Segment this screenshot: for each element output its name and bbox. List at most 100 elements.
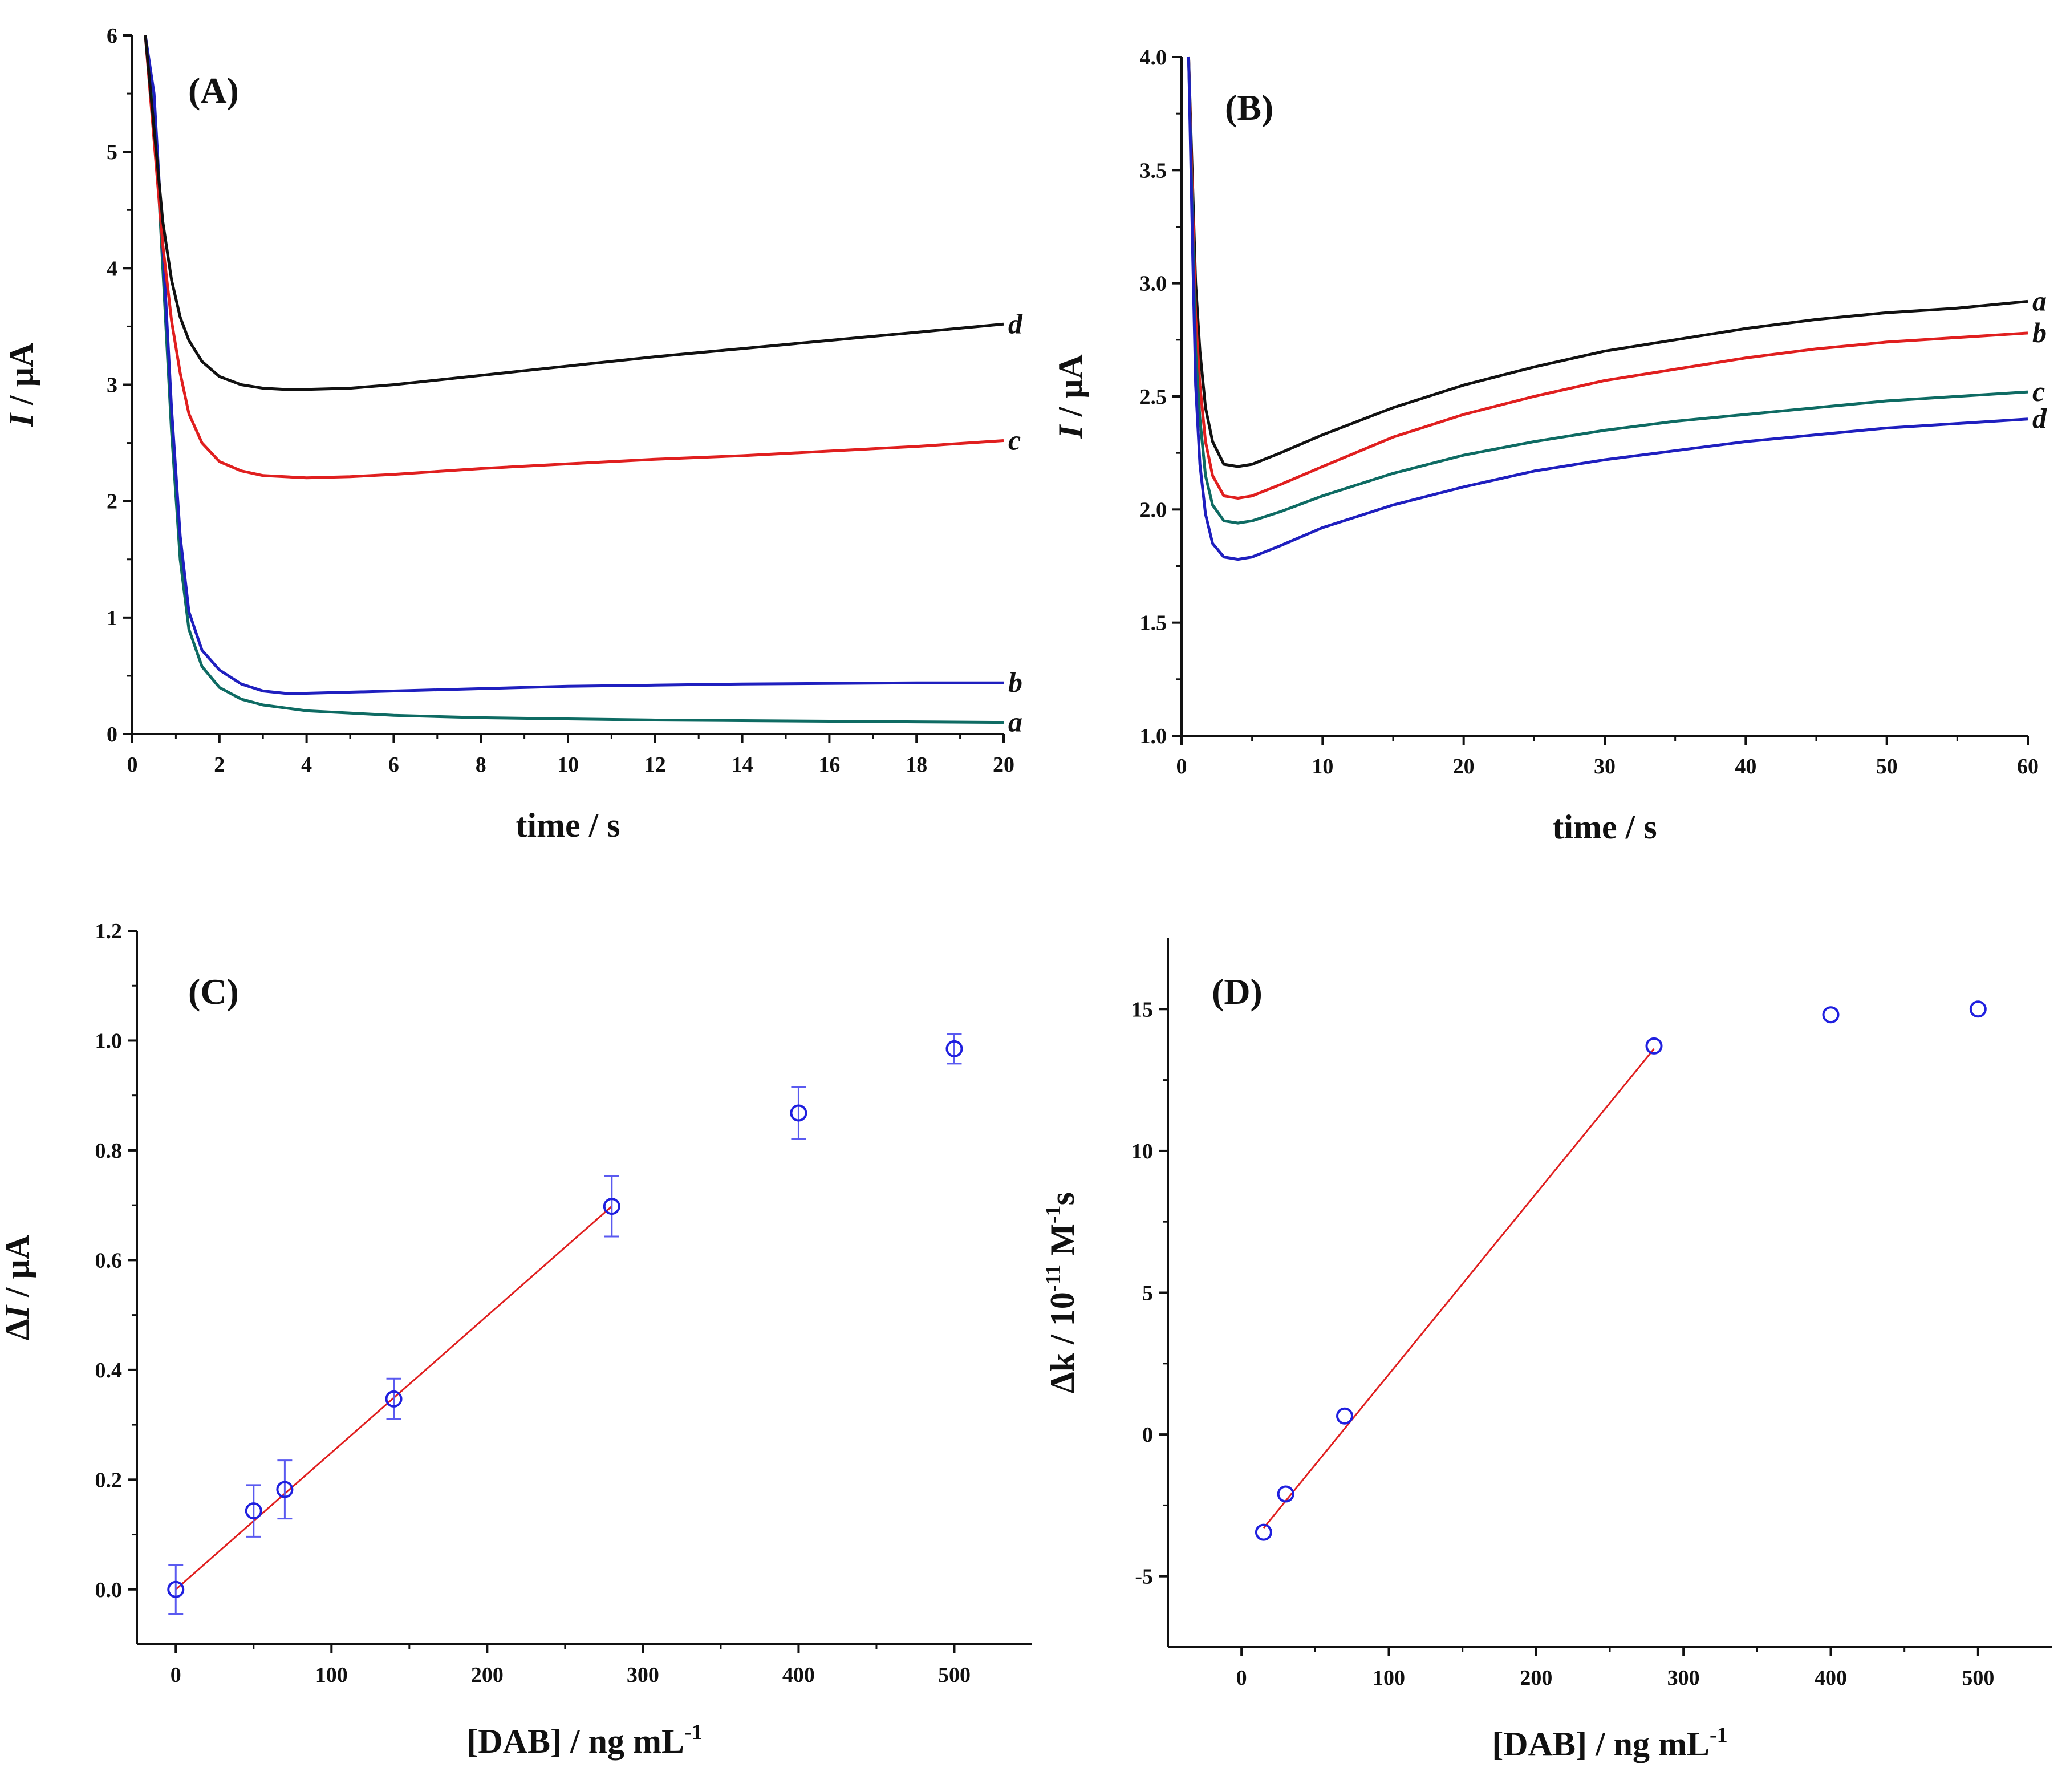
x-tick-label: 0 xyxy=(1236,1666,1247,1690)
curve-label-d: d xyxy=(1008,307,1023,339)
panel-label: (D) xyxy=(1212,971,1263,1012)
data-point xyxy=(945,1040,963,1057)
x-tick-label: 10 xyxy=(1312,755,1333,779)
x-tick-label: 8 xyxy=(476,753,486,777)
curve-label-b: b xyxy=(2032,317,2047,348)
data-point xyxy=(167,1580,185,1598)
x-tick-label: 400 xyxy=(782,1663,815,1687)
x-tick-label: 300 xyxy=(1667,1666,1700,1690)
y-axis-title: ΔI / μA xyxy=(0,1235,36,1340)
x-tick-label: 60 xyxy=(2017,755,2039,779)
data-point xyxy=(1822,1006,1840,1024)
y-tick-label: 2.0 xyxy=(1140,498,1167,522)
curve-label-d: d xyxy=(2032,403,2047,435)
x-tick-label: 16 xyxy=(818,753,840,777)
data-point xyxy=(276,1481,294,1498)
x-tick-label: 10 xyxy=(557,753,579,777)
x-tick-label: 14 xyxy=(732,753,753,777)
panel-b: 0 10 20 30 40 50 60 1.0 1.5 2.0 2.5 3.0 3.5 4.0 (B) tim… xyxy=(1052,46,2047,846)
data-point xyxy=(385,1390,403,1408)
y-tick-label: 1.0 xyxy=(95,1029,123,1053)
curve-label-c: c xyxy=(1008,424,1021,456)
x-tick-label: 20 xyxy=(993,753,1014,777)
series-line-b xyxy=(1187,56,2028,500)
x-axis-title: time / s xyxy=(1552,808,1657,846)
panel-d: 0 100 200 300 400 500 -5 0 5 10 15 (D) [DAB] / ng mL… xyxy=(1041,938,2052,1763)
curve-label-a: a xyxy=(2032,285,2047,317)
x-tick-label: 200 xyxy=(471,1663,504,1687)
y-tick-label: 4.0 xyxy=(1140,46,1167,70)
y-tick-label: 15 xyxy=(1131,998,1153,1021)
y-tick-label: 5 xyxy=(107,140,117,164)
data-point xyxy=(245,1502,262,1520)
y-tick-label: 10 xyxy=(1131,1140,1153,1163)
y-tick-label: 0.2 xyxy=(95,1468,123,1492)
curve-label-c: c xyxy=(2032,375,2045,407)
panel-c: 0 100 200 300 400 500 0.0 0.2 0.4 0.6 0.8 1.0 1.2 (C)… xyxy=(0,919,1032,1760)
x-tick-label: 400 xyxy=(1815,1666,1847,1690)
y-tick-label: 3 xyxy=(107,374,117,398)
y-tick-label: 2 xyxy=(107,490,117,514)
data-point xyxy=(1969,1000,1987,1018)
x-tick-label: 4 xyxy=(301,753,312,777)
curve-label-b: b xyxy=(1008,666,1022,698)
y-tick-label: -5 xyxy=(1135,1565,1153,1589)
x-tick-label: 12 xyxy=(644,753,666,777)
x-tick-label: 0 xyxy=(127,753,138,777)
x-tick-label: 40 xyxy=(1735,755,1756,779)
data-point xyxy=(1336,1407,1353,1425)
x-tick-label: 100 xyxy=(1373,1666,1405,1690)
fit-line xyxy=(1263,1048,1655,1529)
x-tick-label: 30 xyxy=(1594,755,1616,779)
x-tick-label: 500 xyxy=(1962,1666,1994,1690)
y-tick-label: 5 xyxy=(1142,1282,1153,1306)
x-tick-label: 6 xyxy=(388,753,399,777)
y-tick-label: 0 xyxy=(1142,1423,1153,1447)
x-tick-label: 0 xyxy=(171,1663,181,1687)
x-tick-label: 300 xyxy=(627,1663,659,1687)
x-axis-title: time / s xyxy=(516,806,620,844)
panel-label: (A) xyxy=(188,70,239,111)
panel-label: (B) xyxy=(1225,87,1273,128)
panel-label: (C) xyxy=(188,971,239,1012)
data-point xyxy=(603,1198,620,1215)
x-axis-title: [DAB] / ng mL-1 xyxy=(1492,1723,1727,1763)
y-axis-title: Δk / 10-11 M-1s xyxy=(1041,1192,1081,1393)
x-tick-label: 50 xyxy=(1876,755,1898,779)
x-tick-label: 0 xyxy=(1176,755,1187,779)
x-tick-label: 20 xyxy=(1453,755,1475,779)
data-point xyxy=(1645,1037,1663,1055)
y-tick-label: 1.0 xyxy=(1140,724,1167,748)
series-line-a xyxy=(144,35,1004,724)
x-tick-label: 500 xyxy=(938,1663,971,1687)
y-tick-label: 3.5 xyxy=(1140,159,1167,183)
x-axis-title: [DAB] / ng mL-1 xyxy=(466,1720,702,1760)
y-tick-label: 1.2 xyxy=(95,919,123,943)
y-tick-label: 1 xyxy=(107,606,117,630)
series-line-d xyxy=(1187,56,2028,561)
y-tick-label: 0.4 xyxy=(95,1359,123,1382)
series-line-b xyxy=(144,35,1004,695)
x-tick-label: 200 xyxy=(1520,1666,1552,1690)
x-tick-label: 2 xyxy=(214,753,225,777)
y-tick-label: 0.8 xyxy=(95,1139,123,1163)
y-tick-label: 0.0 xyxy=(95,1578,123,1602)
data-point xyxy=(1277,1485,1294,1503)
x-tick-label: 18 xyxy=(906,753,927,777)
y-tick-label: 2.5 xyxy=(1140,385,1167,409)
data-point xyxy=(1255,1523,1272,1541)
y-tick-label: 1.5 xyxy=(1140,611,1167,635)
curve-label-a: a xyxy=(1008,706,1022,738)
y-tick-label: 0 xyxy=(107,723,117,747)
y-axis-title: I / μA xyxy=(2,343,40,427)
series-line-d xyxy=(144,35,1004,391)
series-line-a xyxy=(1187,56,2028,468)
y-tick-label: 4 xyxy=(107,257,117,281)
y-tick-label: 0.6 xyxy=(95,1248,123,1272)
y-tick-label: 3.0 xyxy=(1140,272,1167,296)
series-line-c xyxy=(1187,56,2028,525)
y-axis-title: I / μA xyxy=(1052,354,1089,439)
data-point xyxy=(790,1104,807,1122)
